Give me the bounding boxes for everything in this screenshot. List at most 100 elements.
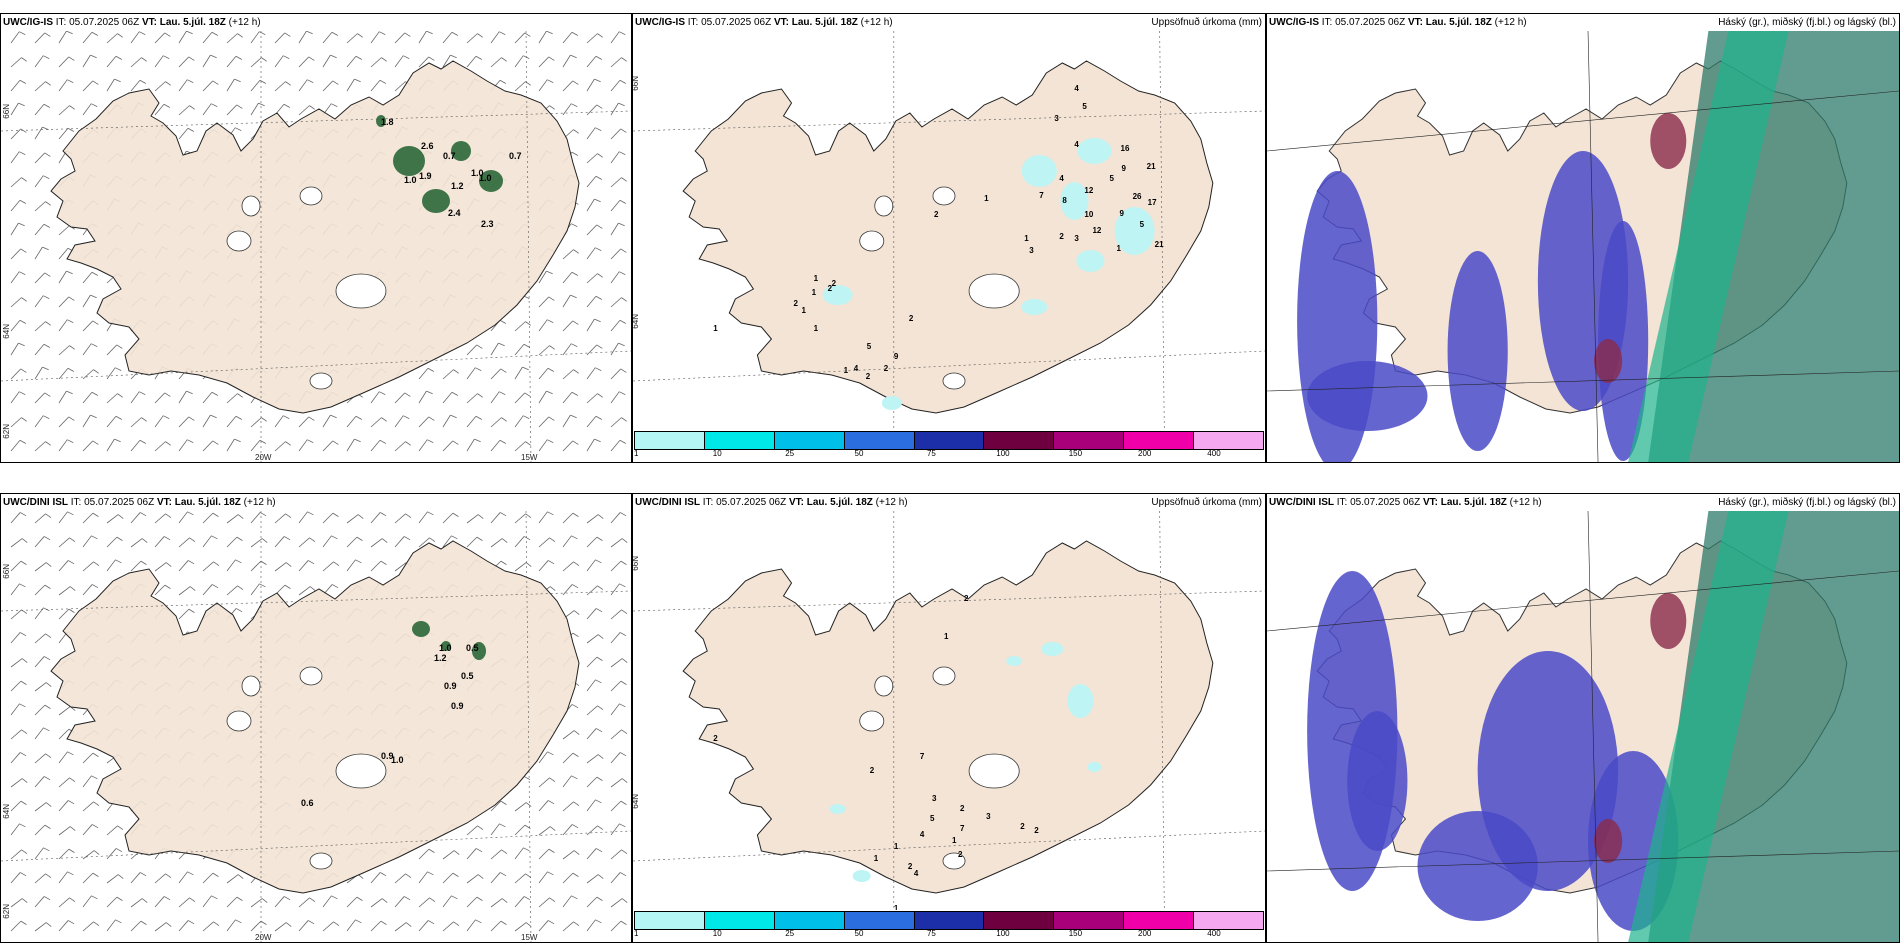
precip-value-label: 12 <box>1092 226 1101 235</box>
wind-value-label: 2.4 <box>448 208 461 218</box>
lon-label-15w: 15W <box>521 453 538 462</box>
precip-value-label: 2 <box>832 279 837 288</box>
precip-value-label: 1 <box>894 904 899 910</box>
precip-value-label: 9 <box>1122 164 1127 173</box>
glacier <box>968 753 1020 789</box>
gust-area <box>451 141 471 161</box>
legend-tick-label: 150 <box>1068 449 1083 458</box>
precip-value-label: 9 <box>1120 209 1125 218</box>
cloud-map[interactable] <box>1267 511 1899 942</box>
precip-value-label: 3 <box>1054 114 1059 123</box>
lon-label-20w: 20W <box>255 453 272 462</box>
wind-value-label: 1.0 <box>479 173 492 183</box>
gust-area <box>422 189 450 213</box>
precip-value-label: 2 <box>713 734 718 743</box>
legend-swatch <box>704 432 775 449</box>
graticule <box>633 31 1265 430</box>
glacier <box>335 753 387 789</box>
wind-map[interactable]: 0.5 1.0 1.2 0.5 0.9 0.9 0.9 1.0 0.6 <box>1 511 631 942</box>
precip-value-label: 5 <box>1140 220 1145 229</box>
precip-value-label: 12 <box>1084 186 1093 195</box>
wind-value-label: 1.8 <box>381 117 394 127</box>
precip-area <box>1060 182 1089 220</box>
precip-value-label: 5 <box>1082 102 1087 111</box>
precip-value-label: 17 <box>1148 198 1157 207</box>
precip-value-label: 7 <box>960 824 965 833</box>
precip-map[interactable]: 4 5 3 4 16 21 9 4 5 7 12 26 8 17 10 9 5 12 2 3 21 1 3 1 1 1 2 2 1 2 1 1… <box>633 31 1265 430</box>
precip-value-label: 1 <box>1117 244 1122 253</box>
wind-value-label: 1.2 <box>451 181 464 191</box>
legend-tick-label: 10 <box>712 929 722 938</box>
precip-value-label: 1 <box>812 288 817 297</box>
precip-value-label: 4 <box>1074 140 1079 149</box>
gust-area <box>376 115 386 127</box>
precip-value-label: 7 <box>920 752 925 761</box>
precip-value-label: 4 <box>920 830 925 839</box>
mid-cloud-band <box>1628 31 1789 462</box>
graticule <box>1 31 631 462</box>
glacier <box>932 186 956 206</box>
lat-label-66n: 66N <box>632 76 640 91</box>
legend-tick-label: 1 <box>634 449 639 458</box>
wind-value-label: 1.0 <box>471 168 484 178</box>
legend-swatch <box>844 432 915 449</box>
precip-value-label: 5 <box>1110 174 1115 183</box>
precip-value-label: 1 <box>984 194 989 203</box>
glacier <box>299 666 323 686</box>
cloud-panel-ig: UWC/IG-IS IT: 05.07.2025 06Z VT: Lau. 5.… <box>1266 13 1900 463</box>
mid-cloud-band <box>1628 511 1789 942</box>
product-label: Uppsöfnuð úrkoma (mm) <box>1151 17 1262 28</box>
legend-tick-label: 100 <box>996 449 1010 458</box>
wind-value-label: 0.9 <box>381 751 394 761</box>
precip-value-label: 1 <box>713 324 718 333</box>
glacier <box>309 372 333 390</box>
wind-value-label: 0.9 <box>451 701 464 711</box>
precip-panel-ig: UWC/IG-IS IT: 05.07.2025 06Z VT: Lau. 5.… <box>632 13 1266 463</box>
precip-value-label: 1 <box>944 632 949 641</box>
gust-area <box>472 642 486 660</box>
precip-value-label: 9 <box>894 352 899 361</box>
precip-value-label: 3 <box>1074 234 1079 243</box>
wind-value-label: 2.6 <box>421 141 434 151</box>
precip-area <box>822 285 853 305</box>
legend-tick-label: 75 <box>926 929 936 938</box>
precip-value-label: 2 <box>1034 826 1039 835</box>
precip-area <box>852 870 871 882</box>
precip-value-label: 1 <box>952 836 957 845</box>
precip-value-label: 2 <box>960 804 965 813</box>
glacier <box>335 273 387 309</box>
cloud-map[interactable] <box>1267 31 1899 462</box>
precip-value-label: 7 <box>1039 191 1044 200</box>
precip-value-label: 2 <box>884 364 889 373</box>
low-cloud-area <box>1598 221 1649 461</box>
wind-value-label: 1.0 <box>391 755 404 765</box>
wind-map[interactable]: 1.8 2.6 0.7 0.7 1.0 1.0 1.9 1.0 1.2 2.4 2.3 <box>1 31 631 462</box>
precip-value-label: 5 <box>930 814 935 823</box>
thick-cloud-cell <box>1594 819 1623 863</box>
glacier <box>859 230 885 252</box>
legend-swatch <box>774 432 845 449</box>
low-cloud-area <box>1347 711 1408 851</box>
legend-swatch <box>635 432 705 449</box>
precip-area <box>1114 207 1155 255</box>
precip-value-label: 4 <box>854 364 859 373</box>
gust-area <box>441 641 451 651</box>
precip-value-label: 2 <box>908 862 913 871</box>
legend-swatch <box>1194 432 1264 449</box>
precip-value-label: 1 <box>1024 234 1029 243</box>
legend-tick-label: 1 <box>634 929 639 938</box>
precip-value-label: 26 <box>1133 192 1142 201</box>
glacier <box>859 710 885 732</box>
iceland-land <box>682 540 1214 894</box>
low-cloud-area <box>1447 251 1508 451</box>
precip-value-label: 3 <box>986 812 991 821</box>
precip-value-label: 2 <box>909 314 914 323</box>
legend-tick-label: 400 <box>1207 449 1221 458</box>
precip-value-label: 4 <box>914 869 919 878</box>
gust-area <box>479 170 503 192</box>
low-cloud-area <box>1307 361 1428 431</box>
legend-swatch <box>914 912 985 929</box>
precip-area <box>1087 762 1102 772</box>
precip-value-label: 1 <box>874 854 879 863</box>
